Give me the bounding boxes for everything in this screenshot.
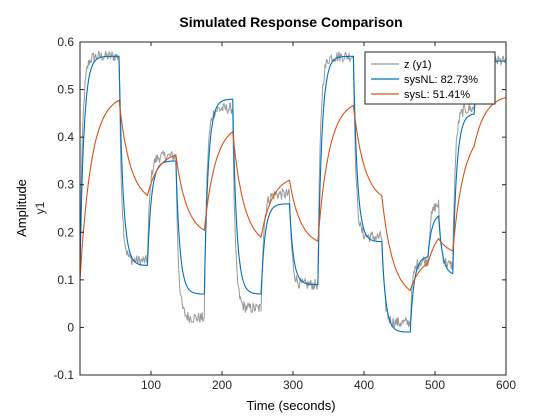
series-line-nl [79, 55, 506, 333]
chart-title: Simulated Response Comparison [179, 14, 402, 30]
legend-entry-l: sysL: 51.41% [404, 89, 470, 101]
tick-group: 100 200 300 400 500 600 -0.1 0 0.1 0.2 0.3 0.4 0.5 0.… [53, 35, 516, 392]
y-tick-label: 0.6 [57, 35, 74, 49]
y-tick-label: 0.4 [57, 130, 74, 144]
series-line-z [79, 50, 507, 328]
y-tick-label: 0.1 [57, 273, 74, 287]
legend-entry-nl: sysNL: 82.73% [404, 74, 478, 86]
legend: z (y1) sysNL: 82.73% sysL: 51.41% [364, 51, 496, 105]
y-tick-label: -0.1 [53, 368, 74, 382]
y-tick-label: 0.2 [57, 225, 74, 239]
x-tick-label: 100 [141, 378, 161, 392]
y-axis-label: Amplitude [14, 179, 29, 237]
y-tick-label: 0.3 [57, 178, 74, 192]
x-tick-label: 200 [212, 378, 232, 392]
series-line-l [79, 96, 507, 292]
y-tick-label: 0 [67, 320, 74, 334]
y-tick-label: 0.5 [57, 83, 74, 97]
x-axis-label: Time (seconds) [246, 398, 335, 413]
x-tick-label: 600 [496, 378, 516, 392]
x-tick-label: 500 [425, 378, 445, 392]
x-tick-label: 300 [283, 378, 303, 392]
legend-entry-z: z (y1) [404, 59, 432, 71]
x-tick-label: 400 [354, 378, 374, 392]
legend-box [364, 51, 496, 105]
y-axis-sublabel: y1 [33, 201, 47, 214]
